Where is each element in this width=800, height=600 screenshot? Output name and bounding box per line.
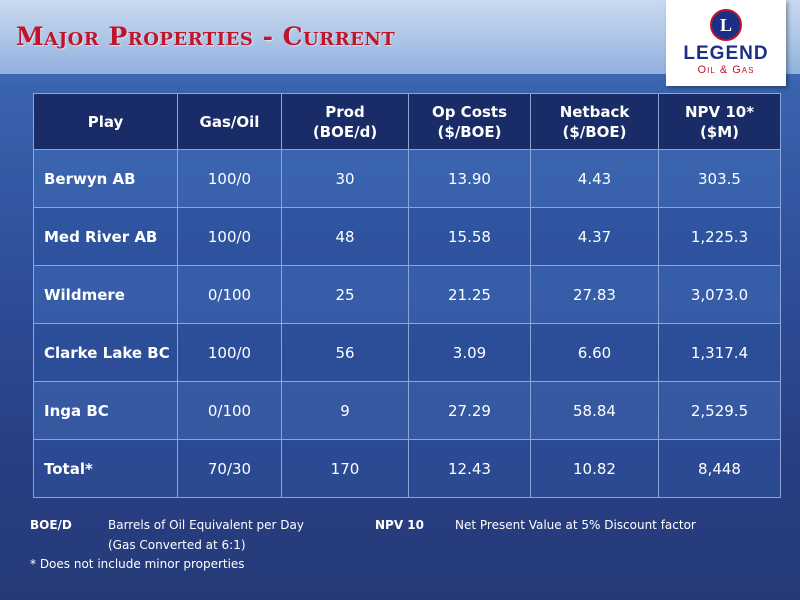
- table-row: Clarke Lake BC 100/0 56 3.09 6.60 1,317.…: [33, 323, 781, 382]
- footnote-minor-properties: * Does not include minor properties: [30, 557, 245, 571]
- logo-subtitle: Oil & Gas: [697, 64, 755, 76]
- cell-npv: 2,529.5: [658, 381, 781, 440]
- cell-op-costs: 15.58: [408, 207, 531, 266]
- cell-play: Wildmere: [33, 265, 178, 324]
- header-netback: Netback ($/BOE): [530, 93, 659, 150]
- cell-gas-oil: 0/100: [177, 381, 282, 440]
- cell-op-costs: 13.90: [408, 149, 531, 208]
- cell-netback: 4.37: [530, 207, 659, 266]
- cell-netback: 58.84: [530, 381, 659, 440]
- cell-npv: 1,225.3: [658, 207, 781, 266]
- table-row: Wildmere 0/100 25 21.25 27.83 3,073.0: [33, 265, 781, 324]
- cell-npv: 1,317.4: [658, 323, 781, 382]
- table-row: Med River AB 100/0 48 15.58 4.37 1,225.3: [33, 207, 781, 266]
- cell-op-costs: 3.09: [408, 323, 531, 382]
- logo-name: LEGEND: [683, 43, 769, 64]
- cell-netback: 4.43: [530, 149, 659, 208]
- cell-gas-oil: 70/30: [177, 439, 282, 498]
- header-gas-oil: Gas/Oil: [177, 93, 282, 150]
- properties-table: Play Gas/Oil Prod (BOE/d) Op Costs ($/BOE)…: [33, 93, 781, 498]
- cell-gas-oil: 0/100: [177, 265, 282, 324]
- cell-op-costs: 12.43: [408, 439, 531, 498]
- cell-play: Total*: [33, 439, 178, 498]
- cell-prod: 170: [281, 439, 409, 498]
- cell-op-costs: 27.29: [408, 381, 531, 440]
- cell-npv: 303.5: [658, 149, 781, 208]
- header-play: Play: [33, 93, 178, 150]
- footnote-npv-definition: Net Present Value at 5% Discount factor: [455, 518, 696, 532]
- cell-netback: 10.82: [530, 439, 659, 498]
- footnote-boe-note: (Gas Converted at 6:1): [108, 538, 246, 552]
- cell-gas-oil: 100/0: [177, 207, 282, 266]
- cell-prod: 25: [281, 265, 409, 324]
- table-row: Inga BC 0/100 9 27.29 58.84 2,529.5: [33, 381, 781, 440]
- cell-play: Med River AB: [33, 207, 178, 266]
- table-row-total: Total* 70/30 170 12.43 10.82 8,448: [33, 439, 781, 498]
- cell-op-costs: 21.25: [408, 265, 531, 324]
- table-header-row: Play Gas/Oil Prod (BOE/d) Op Costs ($/BOE)…: [33, 93, 781, 150]
- footnote-boe-definition: Barrels of Oil Equivalent per Day: [108, 518, 304, 532]
- cell-netback: 6.60: [530, 323, 659, 382]
- company-logo: L LEGEND Oil & Gas: [666, 0, 786, 86]
- footnote-npv-term: NPV 10: [375, 518, 425, 532]
- header-prod: Prod (BOE/d): [281, 93, 409, 150]
- slide-title: Major Properties - Current: [16, 22, 396, 51]
- cell-play: Berwyn AB: [33, 149, 178, 208]
- cell-npv: 3,073.0: [658, 265, 781, 324]
- cell-play: Clarke Lake BC: [33, 323, 178, 382]
- cell-prod: 30: [281, 149, 409, 208]
- table-row: Berwyn AB 100/0 30 13.90 4.43 303.5: [33, 149, 781, 208]
- logo-mark-icon: L: [710, 9, 742, 41]
- cell-prod: 9: [281, 381, 409, 440]
- header-npv: NPV 10* ($M): [658, 93, 781, 150]
- cell-gas-oil: 100/0: [177, 323, 282, 382]
- cell-netback: 27.83: [530, 265, 659, 324]
- cell-play: Inga BC: [33, 381, 178, 440]
- cell-gas-oil: 100/0: [177, 149, 282, 208]
- footnote-boe-term: BOE/D: [30, 518, 72, 532]
- cell-prod: 48: [281, 207, 409, 266]
- cell-npv: 8,448: [658, 439, 781, 498]
- cell-prod: 56: [281, 323, 409, 382]
- header-op-costs: Op Costs ($/BOE): [408, 93, 531, 150]
